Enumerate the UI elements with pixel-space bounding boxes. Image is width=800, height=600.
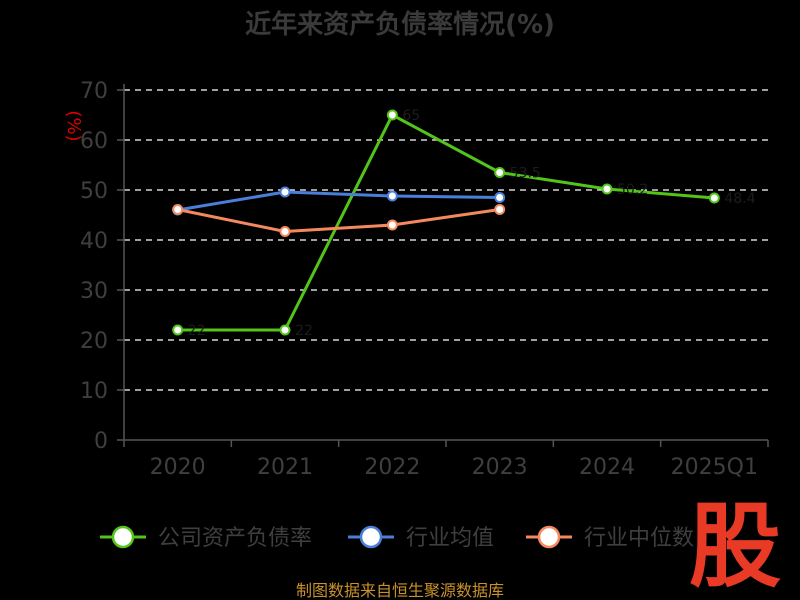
x-tick-label: 2024: [579, 455, 635, 480]
data-point: [494, 167, 506, 178]
x-tick-label: 2021: [257, 455, 313, 480]
series-line: [177, 208, 500, 233]
y-tick-label: 10: [80, 379, 108, 404]
data-point: [279, 324, 291, 336]
series-line: [177, 190, 500, 212]
data-point: [494, 204, 506, 215]
data-label: 22: [188, 323, 206, 339]
data-point: [601, 183, 613, 195]
chart-title: 近年来资产负债率情况(%): [245, 9, 555, 40]
data-point: [172, 204, 184, 215]
legend-swatch-marker: [537, 525, 561, 549]
grid-lines: [124, 89, 768, 391]
y-tick-label: 20: [80, 329, 108, 354]
data-label: 50.2: [617, 182, 648, 198]
y-tick-label: 50: [80, 179, 108, 204]
data-point: [279, 186, 291, 198]
legend-label: 行业均值: [406, 526, 494, 551]
source-note: 制图数据来自恒生聚源数据库: [296, 581, 504, 600]
axes: 0 10 20 30 40 50 60 70 2020 2021 2022 2023 2024 2025Q…: [80, 79, 769, 480]
legend-label: 公司资产负债率: [158, 526, 312, 551]
x-tick-label: 2023: [472, 455, 528, 480]
y-tick-label: 0: [94, 429, 108, 454]
data-point: [386, 219, 398, 231]
data-point: [279, 226, 291, 237]
legend-label: 行业中位数: [584, 526, 694, 551]
data-point: [708, 192, 720, 204]
y-tick-label: 70: [80, 79, 108, 104]
series-layer: 22 22 65 53.5 50.2 48.4: [172, 108, 756, 339]
x-tick-label: 2025Q1: [671, 455, 758, 480]
data-label: 65: [402, 108, 420, 124]
y-axis-unit: (%): [63, 110, 84, 141]
data-point: [386, 109, 398, 121]
data-point: [494, 192, 506, 203]
y-tick-label: 30: [80, 279, 108, 304]
data-label: 53.5: [510, 166, 541, 182]
series-line: [177, 113, 715, 332]
legend-swatch-marker: [359, 525, 383, 549]
data-point: [386, 190, 398, 202]
legend: 公司资产负债率 行业均值 行业中位数: [100, 525, 694, 551]
x-tick-label: 2022: [364, 455, 420, 480]
y-tick-label: 60: [80, 129, 108, 154]
data-label: 22: [295, 323, 313, 339]
brand-badge: 股: [689, 493, 781, 600]
data-label: 48.4: [724, 191, 755, 207]
legend-swatch-marker: [111, 525, 135, 549]
y-tick-label: 40: [80, 229, 108, 254]
x-tick-label: 2020: [150, 455, 206, 480]
data-point: [172, 324, 184, 336]
